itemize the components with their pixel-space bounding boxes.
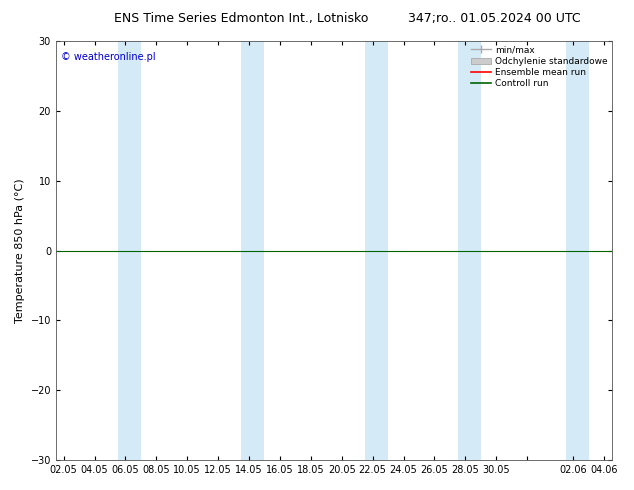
Text: ENS Time Series Edmonton Int., Lotnisko: ENS Time Series Edmonton Int., Lotnisko [113, 12, 368, 25]
Y-axis label: Temperature 850 hPa (°C): Temperature 850 hPa (°C) [15, 178, 25, 323]
Bar [458, 41, 481, 460]
Text: © weatheronline.pl: © weatheronline.pl [61, 51, 156, 62]
Bar [242, 41, 264, 460]
Legend: min/max, Odchylenie standardowe, Ensemble mean run, Controll run: min/max, Odchylenie standardowe, Ensembl… [470, 44, 609, 90]
Bar [118, 41, 141, 460]
Text: 347;ro.. 01.05.2024 00 UTC: 347;ro.. 01.05.2024 00 UTC [408, 12, 581, 25]
Bar [365, 41, 388, 460]
Bar [566, 41, 589, 460]
